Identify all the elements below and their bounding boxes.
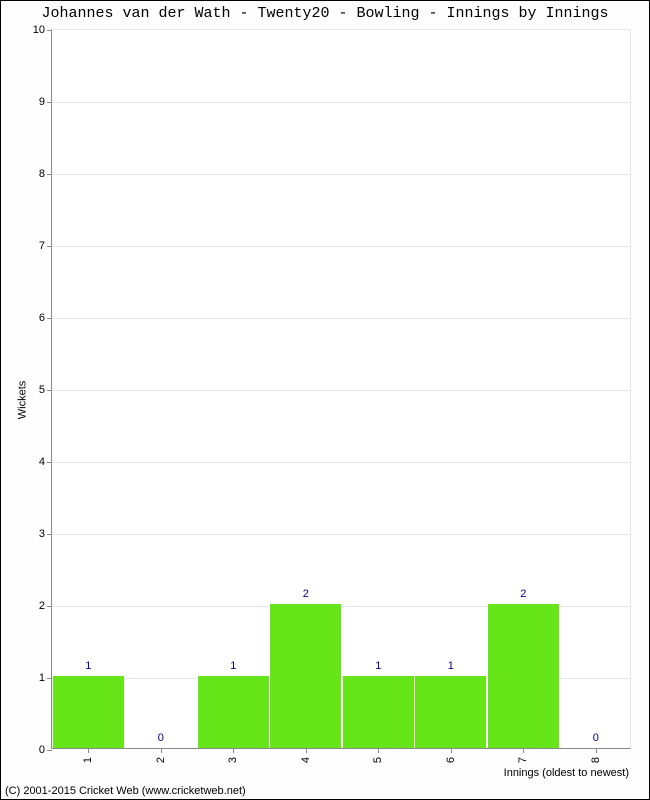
xtick-label: 5 <box>372 757 384 763</box>
xtick-label: 8 <box>590 757 602 763</box>
ytick-label: 1 <box>39 672 45 684</box>
ytick-mark <box>47 318 52 319</box>
ytick-mark <box>47 678 52 679</box>
xtick-label: 2 <box>155 757 167 763</box>
ytick-mark <box>47 246 52 247</box>
bar-value-label: 0 <box>158 732 164 744</box>
bar <box>53 676 124 748</box>
bar-value-label: 1 <box>448 660 454 672</box>
y-axis-label: Wickets <box>16 381 28 420</box>
ytick-mark <box>47 174 52 175</box>
copyright-text: (C) 2001-2015 Cricket Web (www.cricketwe… <box>5 785 246 797</box>
ytick-mark <box>47 30 52 31</box>
xtick-mark <box>378 748 379 753</box>
xtick-label: 1 <box>82 757 94 763</box>
ytick-label: 2 <box>39 600 45 612</box>
ytick-label: 9 <box>39 96 45 108</box>
gridline <box>52 390 630 391</box>
xtick-label: 7 <box>517 757 529 763</box>
ytick-mark <box>47 534 52 535</box>
bar-value-label: 2 <box>303 588 309 600</box>
xtick-mark <box>306 748 307 753</box>
ytick-label: 4 <box>39 456 45 468</box>
xtick-mark <box>523 748 524 753</box>
x-axis-label: Innings (oldest to newest) <box>504 767 629 779</box>
xtick-label: 6 <box>445 757 457 763</box>
chart-title: Johannes van der Wath - Twenty20 - Bowli… <box>1 5 649 22</box>
bar-value-label: 0 <box>593 732 599 744</box>
ytick-label: 7 <box>39 240 45 252</box>
bar <box>488 604 559 748</box>
gridline <box>52 462 630 463</box>
gridline <box>52 318 630 319</box>
gridline <box>52 174 630 175</box>
ytick-mark <box>47 606 52 607</box>
xtick-mark <box>233 748 234 753</box>
xtick-mark <box>88 748 89 753</box>
ytick-mark <box>47 102 52 103</box>
bar-value-label: 1 <box>230 660 236 672</box>
gridline <box>52 102 630 103</box>
bar-value-label: 1 <box>375 660 381 672</box>
bar <box>198 676 269 748</box>
xtick-label: 3 <box>227 757 239 763</box>
ytick-label: 6 <box>39 312 45 324</box>
ytick-label: 8 <box>39 168 45 180</box>
ytick-mark <box>47 750 52 751</box>
ytick-label: 10 <box>33 24 45 36</box>
ytick-label: 0 <box>39 744 45 756</box>
chart-frame: Johannes van der Wath - Twenty20 - Bowli… <box>0 0 650 800</box>
gridline <box>52 246 630 247</box>
xtick-mark <box>596 748 597 753</box>
bar <box>270 604 341 748</box>
bar-value-label: 1 <box>85 660 91 672</box>
ytick-label: 3 <box>39 528 45 540</box>
ytick-mark <box>47 462 52 463</box>
xtick-mark <box>161 748 162 753</box>
bar <box>343 676 414 748</box>
xtick-label: 4 <box>300 757 312 763</box>
ytick-label: 5 <box>39 384 45 396</box>
xtick-mark <box>451 748 452 753</box>
bar <box>415 676 486 748</box>
bar-value-label: 2 <box>520 588 526 600</box>
ytick-mark <box>47 390 52 391</box>
gridline <box>52 534 630 535</box>
plot-area: 0123456789101120314251617280 <box>51 29 631 749</box>
